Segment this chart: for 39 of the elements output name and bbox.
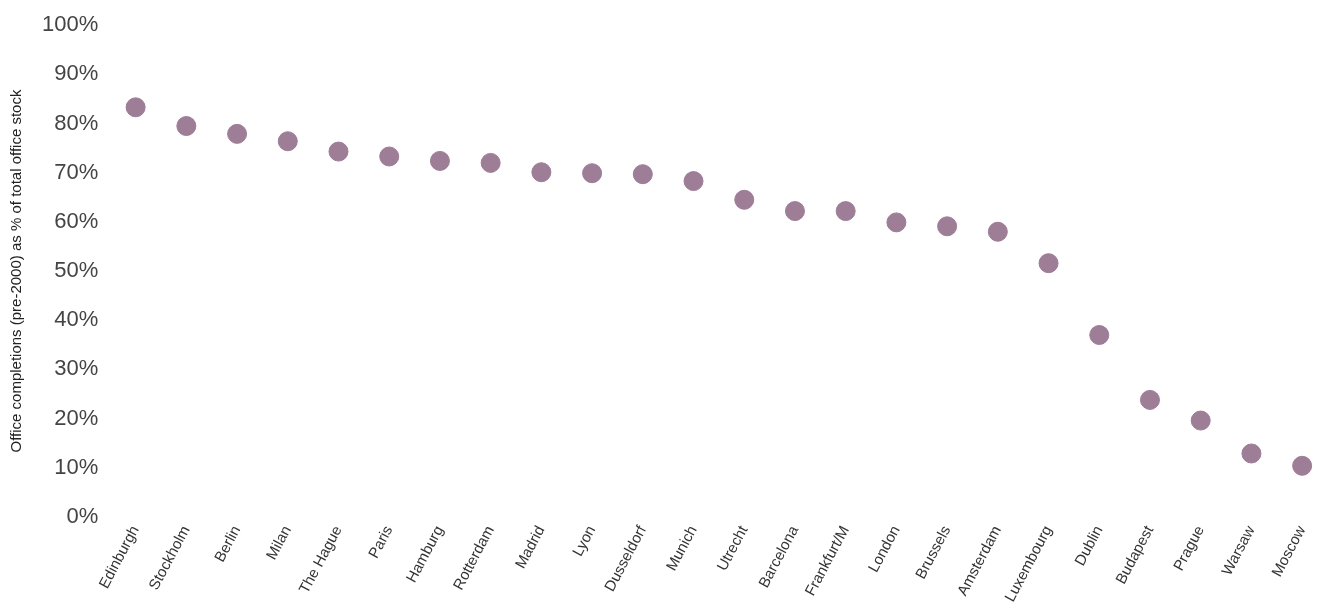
y-tick-label: 100% xyxy=(41,11,99,37)
y-tick-label: 70% xyxy=(54,158,99,184)
point xyxy=(1190,410,1211,431)
point xyxy=(277,131,298,152)
point xyxy=(683,171,704,192)
point xyxy=(1089,324,1110,345)
point xyxy=(125,97,146,118)
point xyxy=(886,212,907,233)
point xyxy=(1038,253,1059,274)
y-tick-label: 10% xyxy=(54,453,99,479)
point xyxy=(429,150,450,171)
point xyxy=(328,141,349,162)
point xyxy=(987,221,1008,242)
point xyxy=(227,123,248,144)
point xyxy=(784,201,805,222)
y-tick-label: 0% xyxy=(66,502,99,528)
y-tick-label: 30% xyxy=(54,355,99,381)
point xyxy=(582,163,603,184)
x-tick-label: Lyon xyxy=(568,522,599,559)
point xyxy=(632,164,653,185)
y-tick-label: 20% xyxy=(54,404,99,430)
point xyxy=(531,162,552,183)
y-tick-label: 90% xyxy=(54,60,99,86)
y-tick-label: 40% xyxy=(54,306,99,332)
point xyxy=(1139,389,1160,410)
point xyxy=(835,201,856,222)
point xyxy=(379,146,400,167)
point xyxy=(480,152,501,173)
y-axis-title: Office completions (pre-2000) as % of total office stock xyxy=(7,89,25,453)
y-tick-label: 80% xyxy=(54,109,99,135)
point xyxy=(176,116,197,136)
point xyxy=(937,216,958,237)
y-tick-label: 60% xyxy=(54,207,99,233)
point xyxy=(1292,455,1313,476)
x-tick-label: Milan xyxy=(262,522,295,563)
y-tick-label: 50% xyxy=(54,257,99,283)
point xyxy=(1241,443,1262,464)
x-tick-label: Paris xyxy=(364,522,396,561)
point xyxy=(734,189,755,210)
